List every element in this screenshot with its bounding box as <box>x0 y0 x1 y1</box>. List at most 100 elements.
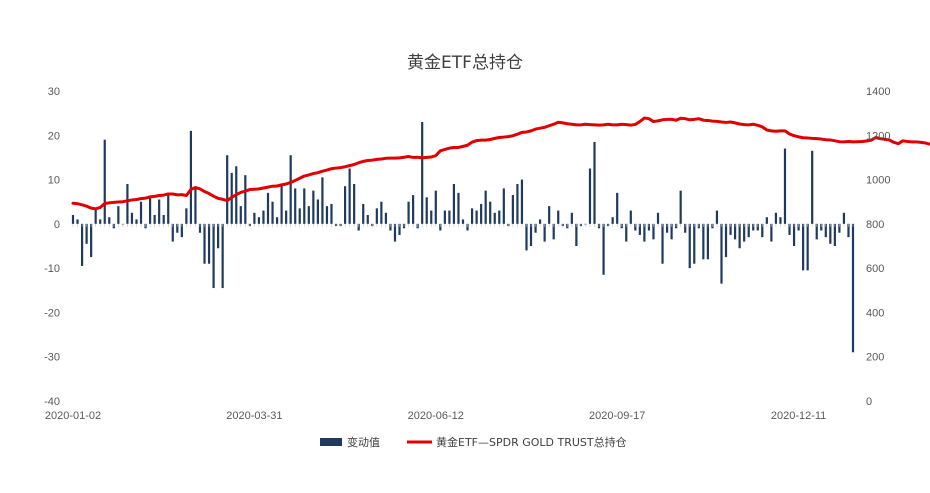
y-axis-right: 1400 1200 1000 800 600 400 200 0 <box>866 86 890 408</box>
bar <box>684 223 687 233</box>
bar <box>244 175 247 224</box>
bar <box>85 223 88 244</box>
bar <box>393 223 397 242</box>
bar <box>117 206 120 224</box>
bar <box>593 141 596 224</box>
bar <box>493 212 496 224</box>
bar <box>262 210 265 224</box>
line-series <box>71 116 930 211</box>
bar <box>570 212 573 224</box>
y-left-tick-label: -40 <box>44 396 60 408</box>
x-tick-label: 2020-06-12 <box>408 410 464 422</box>
bar-series <box>71 122 855 353</box>
bar <box>325 206 329 224</box>
bar <box>303 188 306 224</box>
bar <box>652 223 655 240</box>
bar <box>212 223 215 289</box>
bar <box>747 223 750 238</box>
bar <box>679 190 682 224</box>
bar <box>135 219 138 224</box>
bar <box>316 199 319 224</box>
bar <box>412 195 415 224</box>
legend-bar-label: 变动值 <box>347 435 380 449</box>
bar <box>321 177 324 224</box>
bar <box>452 184 456 224</box>
bar <box>375 208 378 224</box>
bar <box>824 223 827 238</box>
bar <box>656 212 660 224</box>
bar <box>330 203 333 224</box>
bar <box>280 186 283 224</box>
holdings-line <box>71 116 930 211</box>
bar <box>275 217 279 224</box>
bar <box>221 223 224 289</box>
bar <box>185 208 188 224</box>
bar <box>139 201 143 224</box>
bar <box>162 215 165 224</box>
bar <box>389 223 392 231</box>
bar <box>158 199 161 224</box>
bar <box>802 223 805 271</box>
bar <box>425 197 428 224</box>
bar <box>838 223 841 233</box>
y-left-tick-label: -30 <box>44 352 60 364</box>
bar <box>176 223 179 233</box>
y-left-tick-label: 30 <box>48 86 60 98</box>
bar <box>733 223 737 240</box>
bar <box>366 215 369 224</box>
bar <box>724 223 728 258</box>
bar <box>384 212 388 224</box>
bar <box>343 186 347 224</box>
bar <box>788 223 791 235</box>
bar <box>720 223 723 284</box>
bar <box>266 192 270 224</box>
bar <box>665 223 669 233</box>
bar <box>525 223 528 251</box>
bar <box>833 223 836 246</box>
x-axis: 2020-01-02 2020-03-31 2020-06-12 2020-09-17… <box>45 410 826 422</box>
y-right-tick-label: 1000 <box>866 175 890 187</box>
bar <box>167 195 170 224</box>
bar <box>207 223 211 264</box>
y-right-tick-label: 1400 <box>866 86 890 98</box>
bar <box>71 215 75 224</box>
bar <box>257 217 261 224</box>
bar <box>602 223 605 275</box>
y-right-tick-label: 800 <box>866 219 884 231</box>
bar <box>421 122 424 224</box>
bar <box>702 223 705 260</box>
bar <box>99 219 102 224</box>
bar <box>643 223 646 242</box>
bar <box>829 223 832 244</box>
y-axis-left: 30 20 10 0 -10 -20 -30 -40 <box>44 86 60 408</box>
bar <box>783 148 787 224</box>
bar <box>94 208 97 224</box>
bar <box>511 195 514 224</box>
bar <box>661 223 664 264</box>
bar <box>557 210 560 224</box>
bar <box>715 210 719 224</box>
bar <box>130 212 134 224</box>
zero-line-ticks <box>72 223 854 227</box>
bar <box>498 210 501 224</box>
legend: 变动值 黄金ETF—SPDR GOLD TRUST总持仓 <box>320 435 627 449</box>
bar <box>466 223 469 231</box>
bar <box>774 212 778 224</box>
bar <box>203 223 206 264</box>
bar <box>625 223 628 242</box>
bar <box>811 150 814 224</box>
bar <box>706 223 709 260</box>
bar <box>538 219 542 224</box>
bar <box>362 203 365 224</box>
bar <box>198 223 202 233</box>
legend-line-label: 黄金ETF—SPDR GOLD TRUST总持仓 <box>436 435 627 449</box>
bar <box>153 215 156 224</box>
y-left-tick-label: -10 <box>44 263 60 275</box>
bar <box>806 223 809 271</box>
bar <box>148 197 152 224</box>
bar <box>842 212 846 224</box>
bar <box>443 210 446 224</box>
bar <box>271 201 274 224</box>
bar <box>543 223 546 242</box>
